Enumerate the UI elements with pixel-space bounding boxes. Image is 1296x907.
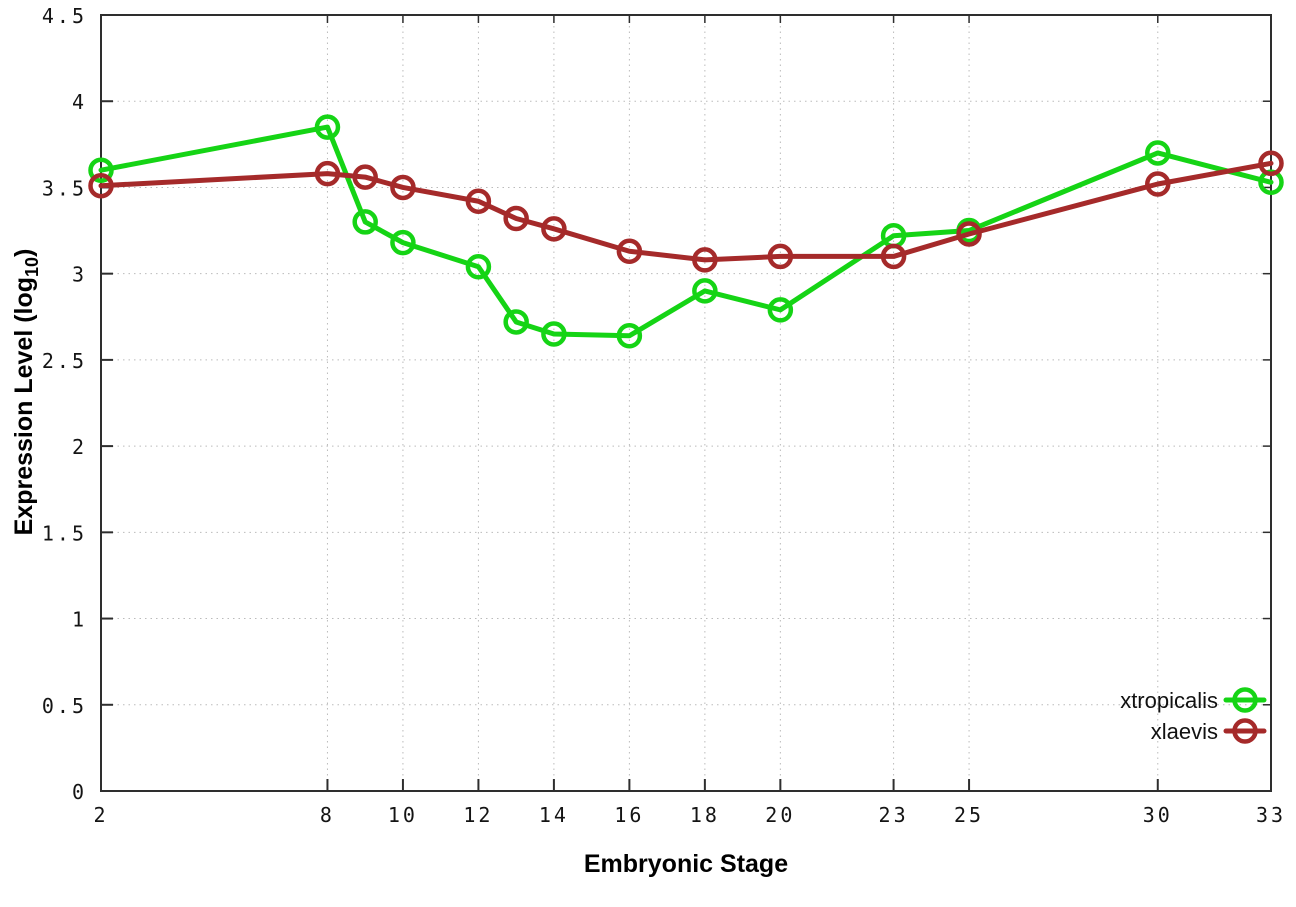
x-tick-label: 30 [1143,803,1173,827]
data-point-xlaevis-stage-23 [880,243,907,270]
y-tick-label: 3.5 [42,176,87,200]
y-tick-label: 0 [72,780,87,804]
data-point-xtropicalis-stage-9 [352,209,378,235]
plot-border [100,14,1272,792]
y-tick-label: 1.5 [42,521,87,545]
data-point-xtropicalis-stage-20 [767,297,794,323]
y-axis-title: Expression Level (log10) [10,249,42,536]
legend-marker-sample [1232,718,1258,744]
data-point-xlaevis-stage-20 [767,243,794,270]
data-point-xlaevis-stage-33 [1258,150,1284,177]
x-tick-label: 8 [320,803,335,827]
x-tick-label: 18 [690,803,720,827]
data-point-xlaevis-stage-12 [465,188,492,214]
y-tick-label: 3 [72,263,87,287]
data-point-xtropicalis-stage-12 [465,254,492,280]
x-tick-label: 25 [954,803,984,827]
y-tick-label: 1 [72,608,87,632]
y-tick-label: 2 [72,435,87,459]
x-axis-title: Embryonic Stage [584,850,788,878]
y-tick-label: 4.5 [42,4,87,28]
legend-label-xlaevis: xlaevis [1151,719,1218,744]
data-point-xtropicalis-stage-13 [503,309,529,335]
x-tick-label: 14 [539,803,569,827]
data-point-xlaevis-stage-25 [956,221,982,247]
data-point-xtropicalis-stage-10 [390,229,416,256]
data-point-xlaevis-stage-10 [390,174,416,201]
data-point-xlaevis-stage-14 [541,216,567,242]
tick-marks [100,14,1272,792]
data-point-xtropicalis-stage-30 [1145,140,1171,166]
data-point-xlaevis-stage-18 [692,247,718,273]
x-tick-label: 23 [879,803,909,827]
series-line-xtropicalis [98,124,1274,339]
data-point-xlaevis-stage-16 [616,238,643,264]
x-tick-label: 10 [388,803,418,827]
x-tick-label: 16 [614,803,644,827]
y-tick-label: 0.5 [42,694,87,718]
data-point-xlaevis-stage-8 [314,160,341,187]
gridlines [101,15,1271,791]
data-point-xtropicalis-stage-16 [616,322,643,349]
x-tick-label: 33 [1256,803,1286,827]
y-tick-label: 4 [72,90,87,114]
legend: xtropicalis xlaevis [1120,687,1267,744]
x-tick-label: 20 [765,803,795,827]
data-series [88,114,1284,349]
legend-entry-xtropicalis: xtropicalis [1120,687,1267,713]
x-tick-label: 12 [463,803,493,827]
tick-labels: 2 8 10 12 14 16 18 20 23 25 30 33 0 0.5 1 1.5 2 2.5 3 3.5 4 4… [42,4,1286,827]
x-tick-label: 2 [93,803,108,827]
data-point-xlaevis-stage-2 [88,172,114,199]
data-point-xtropicalis-stage-18 [692,278,718,304]
data-point-xlaevis-stage-30 [1145,171,1171,197]
data-point-xtropicalis-stage-8 [314,114,341,140]
axes [100,14,1272,792]
legend-entry-xlaevis: xlaevis [1151,718,1267,744]
data-point-xtropicalis-stage-2 [88,157,114,183]
data-point-xlaevis-stage-9 [352,164,378,190]
y-tick-label: 2.5 [42,349,87,373]
legend-label-xtropicalis: xtropicalis [1120,688,1218,713]
data-point-xtropicalis-stage-14 [541,321,567,347]
series-line-xlaevis [98,160,1274,263]
legend-marker-sample [1232,687,1258,713]
data-point-xlaevis-stage-13 [503,205,529,232]
